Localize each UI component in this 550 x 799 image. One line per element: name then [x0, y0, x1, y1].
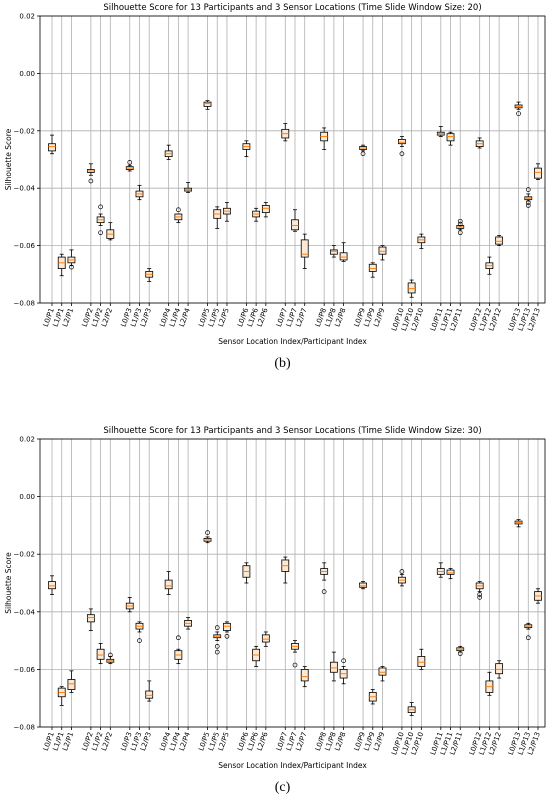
outlier: [477, 595, 483, 600]
box: [495, 236, 504, 245]
outlier: [98, 204, 103, 210]
outlier: [224, 633, 230, 639]
outlier: [525, 203, 531, 208]
box: [407, 282, 416, 294]
outlier: [69, 264, 74, 270]
box: [446, 569, 455, 575]
outlier: [127, 160, 133, 165]
box: [495, 663, 504, 675]
plot-frame: [39, 438, 546, 728]
outlier: [457, 230, 463, 236]
box: [203, 101, 212, 107]
panel-caption: (b): [274, 356, 291, 371]
box: [339, 252, 348, 261]
box: [534, 167, 542, 179]
box: [398, 139, 406, 145]
y-tick-label: −0.04: [14, 185, 36, 193]
y-tick-label: −0.08: [14, 724, 35, 732]
box: [291, 219, 299, 231]
box: [261, 205, 270, 213]
outlier: [292, 662, 298, 668]
outlier: [457, 651, 463, 656]
y-tick-label: −0.06: [14, 242, 36, 250]
box: [378, 246, 387, 255]
box: [223, 622, 231, 631]
outlier: [214, 649, 220, 655]
outlier: [214, 644, 220, 649]
box: [417, 656, 426, 667]
box: [164, 579, 173, 590]
outlier: [214, 625, 220, 630]
outlier: [88, 178, 94, 184]
box: [261, 634, 270, 643]
y-tick-label: 0.02: [19, 436, 35, 444]
outlier: [205, 530, 210, 535]
y-tick-label: −0.04: [14, 608, 36, 616]
plot-frame: [39, 15, 546, 304]
outlier: [525, 187, 531, 192]
outlier: [176, 635, 181, 641]
y-tick-label: 0.00: [19, 493, 35, 501]
box: [359, 582, 367, 588]
box: [446, 133, 455, 142]
chart: Silhouette Score for 13 Participants and…: [4, 426, 546, 795]
outlier: [516, 111, 521, 116]
box: [48, 143, 56, 152]
box: [378, 667, 387, 676]
outlier: [341, 658, 346, 664]
outlier: [107, 652, 113, 658]
box: [300, 239, 309, 258]
box: [48, 581, 56, 590]
x-axis-label: Sensor Location Index/Participant Index: [218, 337, 367, 346]
y-tick-label: −0.08: [14, 300, 35, 308]
chart: Silhouette Score for 13 Participants and…: [4, 3, 546, 371]
outlier: [176, 207, 181, 213]
y-tick-label: −0.02: [14, 127, 35, 135]
y-tick-label: 0.00: [19, 70, 35, 78]
outlier: [321, 589, 327, 594]
box: [300, 669, 309, 682]
y-tick-label: −0.06: [14, 666, 36, 674]
y-tick-label: 0.02: [19, 13, 35, 21]
outlier: [399, 151, 405, 157]
outlier: [457, 218, 463, 224]
box: [329, 249, 338, 255]
outlier: [525, 200, 531, 205]
chart-title: Silhouette Score for 13 Participants and…: [103, 426, 481, 436]
box: [329, 661, 338, 673]
box: [86, 614, 95, 623]
outlier: [98, 230, 103, 236]
y-tick-label: −0.02: [14, 551, 35, 559]
y-axis-label: Silhouette Score: [4, 552, 13, 614]
chart-title: Silhouette Score for 13 Participants and…: [103, 3, 481, 13]
panel-caption: (c): [275, 780, 291, 795]
box: [145, 690, 154, 699]
outlier: [360, 151, 366, 157]
outlier: [137, 638, 142, 643]
outlier: [477, 592, 483, 597]
box: [96, 648, 105, 660]
outlier: [525, 635, 531, 641]
box: [67, 679, 76, 690]
outlier: [399, 569, 405, 574]
box: [368, 263, 377, 272]
outlier: [457, 221, 463, 227]
y-axis-label: Silhouette Score: [4, 128, 13, 190]
x-axis-label: Sensor Location Index/Participant Index: [218, 761, 367, 770]
